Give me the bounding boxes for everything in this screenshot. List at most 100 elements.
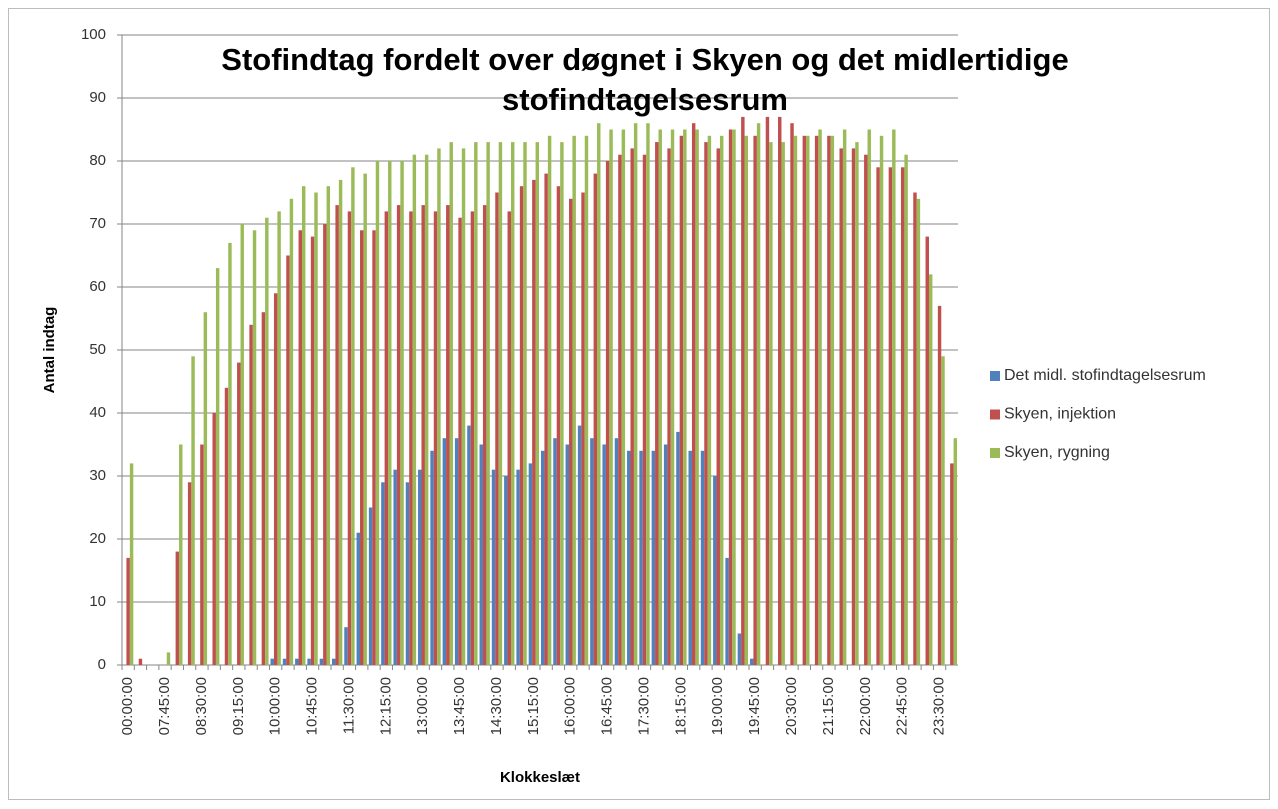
bar — [655, 142, 659, 666]
bar — [892, 129, 896, 665]
bar — [744, 135, 749, 666]
bar — [523, 142, 527, 666]
bar — [307, 658, 311, 665]
chart-frame — [8, 8, 1270, 800]
bar — [547, 135, 552, 666]
bar — [728, 129, 733, 665]
bar — [737, 633, 742, 665]
bar — [590, 438, 594, 665]
bar — [928, 274, 933, 665]
bar — [418, 469, 422, 665]
bar — [765, 116, 770, 665]
bar — [818, 129, 822, 665]
bar — [713, 476, 717, 665]
bar — [314, 192, 318, 665]
bar — [593, 173, 598, 665]
bar — [331, 658, 336, 665]
bar — [203, 312, 208, 665]
bar — [516, 469, 520, 665]
bar — [749, 658, 754, 665]
bar — [240, 224, 244, 665]
bar — [249, 324, 253, 665]
bar — [191, 356, 195, 665]
bar — [597, 123, 601, 665]
bar — [879, 135, 884, 666]
bar — [286, 255, 290, 665]
bar — [326, 186, 331, 665]
bar — [446, 205, 450, 665]
bar — [282, 658, 287, 665]
bar — [454, 438, 459, 665]
bar — [372, 230, 376, 666]
bar — [507, 211, 511, 665]
y-tick-label: 80 — [89, 152, 106, 169]
bar — [228, 242, 232, 665]
bar — [532, 179, 536, 665]
bar — [618, 154, 622, 665]
bar — [851, 148, 856, 665]
bar — [491, 469, 496, 665]
bar — [498, 142, 503, 666]
bar — [215, 268, 220, 665]
bar — [224, 387, 229, 665]
bar — [179, 444, 183, 665]
bar — [479, 444, 483, 665]
y-tick-label: 70 — [89, 215, 106, 232]
bar — [679, 135, 684, 666]
bar — [642, 154, 647, 665]
bar — [363, 173, 367, 665]
x-axis-label: Klokkeslæt — [500, 769, 580, 786]
bar — [470, 211, 475, 665]
bar — [719, 135, 724, 666]
bar — [683, 129, 687, 665]
bar — [270, 658, 274, 665]
y-tick-label: 100 — [81, 26, 106, 43]
bar — [495, 192, 499, 665]
bar — [700, 450, 705, 665]
bar — [646, 123, 650, 665]
bar — [400, 161, 404, 665]
bar — [842, 129, 847, 665]
bar — [716, 148, 720, 665]
bar — [704, 142, 708, 666]
bar — [540, 450, 545, 665]
bar — [384, 211, 389, 665]
bar — [584, 135, 589, 666]
x-tick-label: 23:30:00 — [931, 677, 948, 735]
bar — [396, 205, 401, 665]
bar — [609, 129, 613, 665]
x-tick-label: 22:00:00 — [857, 677, 874, 735]
bar — [663, 444, 668, 665]
bar — [323, 224, 327, 665]
x-tick-label: 09:15:00 — [230, 677, 247, 735]
bar — [790, 123, 794, 665]
bar — [126, 557, 130, 665]
x-tick-label: 12:15:00 — [377, 677, 394, 735]
bar — [175, 551, 180, 665]
bar — [409, 211, 413, 665]
bar — [614, 438, 619, 665]
bar — [904, 154, 908, 665]
bar — [605, 161, 610, 665]
bar — [732, 129, 736, 665]
bar — [412, 154, 417, 665]
bar — [651, 450, 656, 665]
bar — [793, 135, 798, 666]
bar — [461, 148, 466, 665]
x-tick-label: 21:15:00 — [820, 677, 837, 735]
bar — [467, 425, 471, 665]
chart-title: Stofindtag fordelt over døgnet i Skyen o… — [221, 42, 1069, 117]
bar — [658, 129, 662, 665]
bar — [482, 205, 487, 665]
y-tick-label: 40 — [89, 404, 106, 421]
bar — [442, 438, 447, 665]
bar — [941, 356, 945, 665]
legend-swatch — [990, 371, 1000, 381]
bar — [839, 148, 843, 665]
bar — [806, 135, 810, 666]
bar — [138, 658, 143, 665]
bar — [937, 305, 942, 665]
x-tick-label: 11:30:00 — [340, 677, 357, 734]
bar — [572, 135, 576, 666]
